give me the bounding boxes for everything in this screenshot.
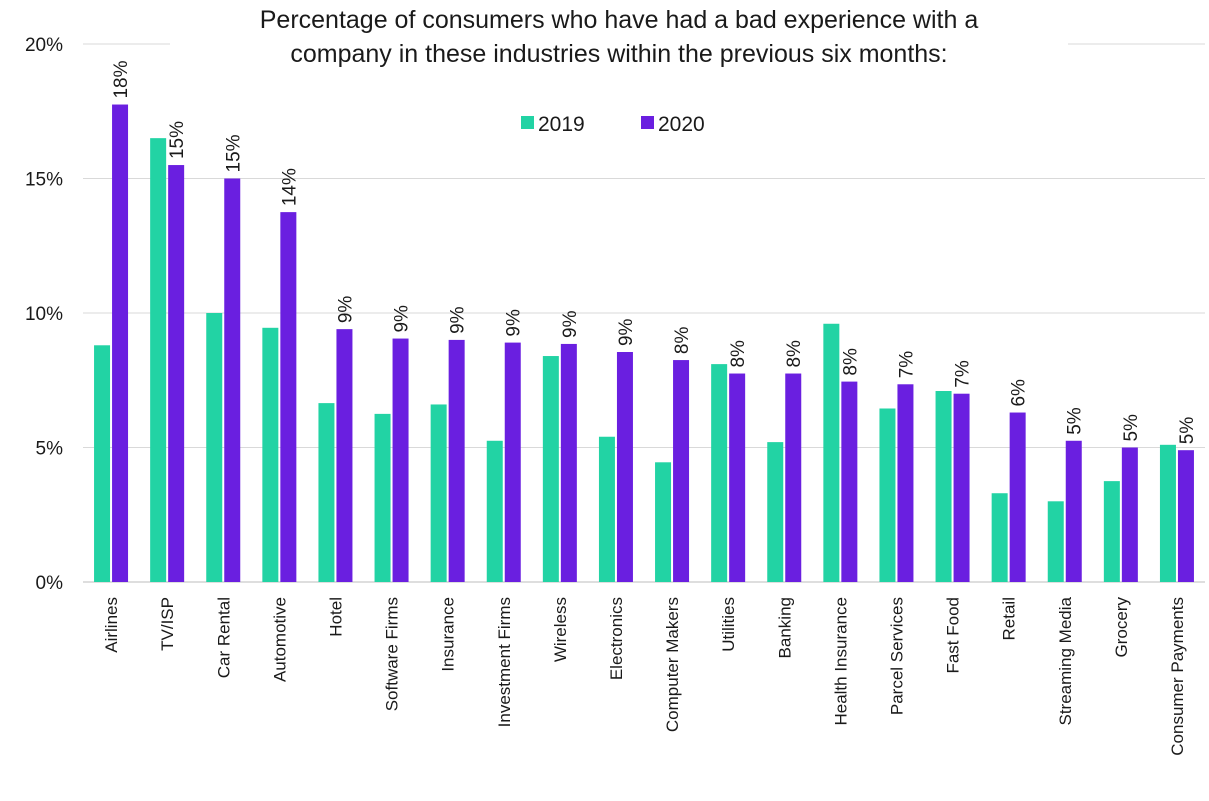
category-label: Airlines: [102, 597, 121, 653]
bar-2019: [879, 408, 896, 582]
data-label: 9%: [560, 310, 581, 338]
bar-2019: [430, 404, 447, 582]
data-label: 9%: [504, 309, 525, 337]
bar-2020: [224, 178, 241, 582]
bar-2019: [1047, 501, 1064, 582]
bar-2020: [1009, 412, 1026, 582]
y-axis-ticks: 0% 5% 10% 15% 20%: [25, 35, 63, 594]
legend-swatch-2019: [521, 116, 534, 129]
bar-2019: [542, 356, 559, 582]
bar-2020: [841, 381, 858, 582]
bar-2019: [935, 391, 952, 582]
category-label: Grocery: [1112, 597, 1131, 658]
data-label: 9%: [392, 305, 413, 333]
bar-2019: [150, 138, 167, 582]
data-label: 9%: [616, 318, 637, 346]
bar-2020: [448, 339, 465, 582]
bar-2019: [767, 442, 784, 582]
bar-2020: [336, 329, 353, 582]
bars: [94, 104, 1194, 583]
category-label: Utilities: [719, 597, 738, 652]
bar-2020: [616, 352, 633, 582]
category-label: Streaming Media: [1056, 596, 1075, 725]
bar-2020: [504, 342, 521, 582]
data-label: 7%: [953, 360, 974, 388]
category-label: Fast Food: [944, 597, 963, 674]
data-label: 15%: [167, 121, 188, 159]
x-axis-categories: Airlines TV/ISP Car Rental Automotive Hotel S…: [102, 596, 1187, 755]
y-tick-label: 20%: [25, 35, 63, 56]
bar-2020: [560, 343, 577, 582]
bar-2020: [729, 373, 746, 582]
category-label: TV/ISP: [158, 597, 177, 651]
data-label: 15%: [223, 134, 244, 172]
data-label: 5%: [1121, 414, 1142, 442]
data-label: 8%: [672, 327, 693, 355]
bar-2020: [1121, 447, 1138, 582]
bar-2020: [112, 104, 129, 583]
bar-2020: [280, 212, 297, 582]
data-label: 5%: [1065, 407, 1086, 435]
bar-2019: [655, 462, 672, 582]
bar-2019: [823, 323, 840, 582]
data-labels: 18% 15% 15% 14% 9% 9% 9% 9% 9% 9% 8% 8% 8% 8% 7% 7% 6% 5%…: [111, 60, 1198, 444]
chart-title-line-1: Percentage of consumers who have had a b…: [260, 6, 979, 34]
data-label: 14%: [279, 168, 300, 206]
category-label: Automotive: [270, 597, 289, 682]
data-label: 8%: [728, 340, 749, 368]
y-tick-label: 5%: [36, 439, 64, 460]
data-label: 8%: [840, 348, 861, 376]
bar-2019: [486, 440, 503, 582]
legend-label-2019: 2019: [538, 113, 585, 136]
y-tick-label: 10%: [25, 304, 63, 325]
category-label: Software Firms: [383, 597, 402, 711]
category-label: Wireless: [551, 597, 570, 662]
legend-swatch-2020: [641, 116, 654, 129]
bar-2020: [168, 165, 185, 583]
bar-2019: [206, 313, 223, 582]
category-label: Retail: [1000, 597, 1019, 640]
data-label: 9%: [335, 296, 356, 324]
data-label: 5%: [1177, 417, 1198, 445]
bar-2019: [94, 345, 111, 582]
category-label: Consumer Payments: [1168, 597, 1187, 756]
category-label: Health Insurance: [831, 597, 850, 726]
category-label: Computer Makers: [663, 597, 682, 732]
bar-2019: [991, 493, 1008, 582]
title-background: [170, 0, 1068, 76]
bar-2019: [318, 403, 335, 582]
bar-2020: [897, 384, 914, 582]
bar-2019: [1159, 444, 1176, 582]
legend: 2019 2020: [521, 113, 705, 136]
bar-2019: [262, 327, 279, 582]
data-label: 18%: [111, 60, 132, 98]
bar-2020: [785, 373, 802, 582]
data-label: 9%: [448, 306, 469, 334]
legend-label-2020: 2020: [658, 113, 705, 136]
category-label: Banking: [775, 597, 794, 658]
data-label: 7%: [896, 351, 917, 379]
chart-title-line-2: company in these industries within the p…: [290, 40, 947, 68]
category-label: Insurance: [439, 597, 458, 672]
bar-2019: [598, 436, 615, 582]
bar-2019: [711, 364, 728, 582]
bar-2020: [953, 393, 970, 582]
y-tick-label: 15%: [25, 170, 63, 191]
category-label: Hotel: [326, 597, 345, 637]
bar-2019: [374, 413, 391, 582]
bar-2020: [1177, 450, 1194, 582]
category-label: Electronics: [607, 597, 626, 680]
data-label: 6%: [1009, 379, 1030, 407]
category-label: Car Rental: [214, 597, 233, 678]
y-tick-label: 0%: [36, 573, 64, 594]
bar-2020: [673, 360, 690, 582]
bar-2020: [1065, 440, 1082, 582]
bar-2019: [1103, 481, 1120, 582]
category-label: Investment Firms: [495, 597, 514, 727]
bar-2020: [392, 338, 409, 582]
data-label: 8%: [784, 340, 805, 368]
category-label: Parcel Services: [887, 597, 906, 715]
